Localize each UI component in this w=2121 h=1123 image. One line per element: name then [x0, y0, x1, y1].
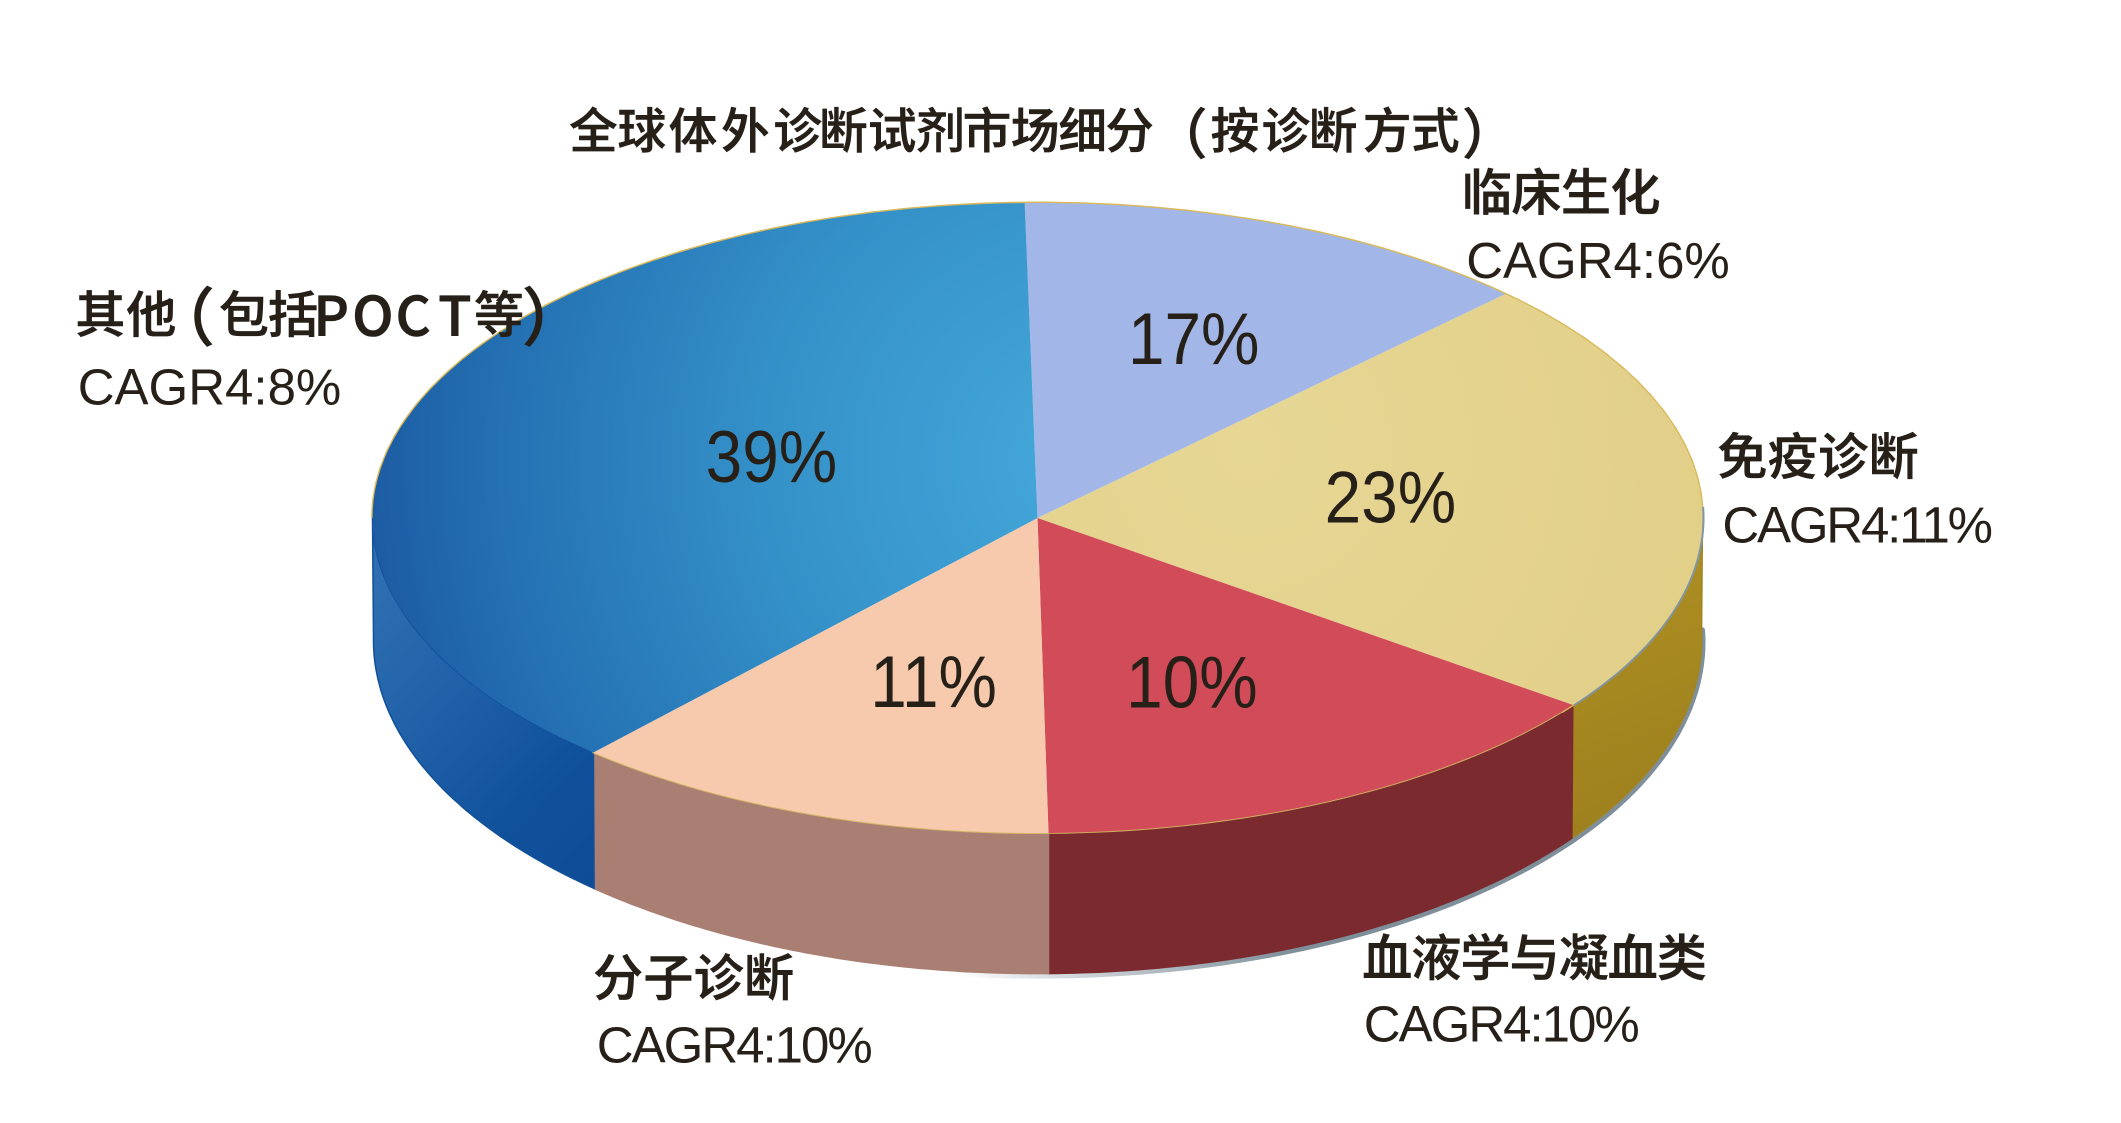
svg-text:CAGR4:10%: CAGR4:10%: [1364, 996, 1639, 1053]
svg-text:CAGR4:6%: CAGR4:6%: [1466, 232, 1730, 289]
svg-text:CAGR4:10%: CAGR4:10%: [597, 1017, 872, 1074]
svg-text:23%: 23%: [1325, 456, 1456, 538]
svg-text:10%: 10%: [1126, 641, 1257, 723]
svg-text:CAGR4:8%: CAGR4:8%: [78, 358, 342, 415]
svg-text:17%: 17%: [1128, 298, 1259, 380]
svg-text:CAGR4:11%: CAGR4:11%: [1722, 497, 1991, 554]
svg-text:39%: 39%: [706, 416, 837, 498]
svg-text:11%: 11%: [870, 641, 997, 723]
